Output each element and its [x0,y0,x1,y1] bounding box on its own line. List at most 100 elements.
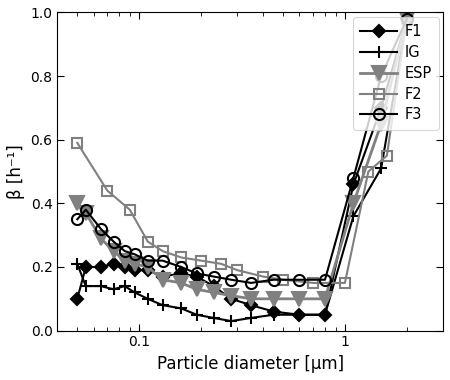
F3 [404,16,410,21]
F3 [248,280,254,285]
F1 [229,296,234,301]
F1 [194,274,199,279]
ESP [351,201,356,206]
IG [351,214,356,218]
F2 [160,249,165,253]
ESP [404,16,410,21]
IG [98,284,104,288]
F2 [366,169,371,174]
F1 [122,265,127,269]
IG [271,312,276,317]
IG [404,16,410,21]
Line: F2: F2 [72,14,412,288]
F2 [310,280,316,285]
ESP [211,290,216,295]
F3 [297,277,302,282]
F3 [132,252,137,257]
F2 [261,274,266,279]
F1 [160,274,165,279]
Line: IG: IG [72,13,412,327]
IG [111,287,116,291]
IG [322,312,328,317]
F2 [280,277,286,282]
IG [194,312,199,317]
Line: F3: F3 [72,13,412,288]
IG [132,290,137,295]
F1 [378,106,384,110]
IG [297,312,302,317]
F2 [179,255,184,260]
ESP [75,201,80,206]
F3 [75,217,80,222]
ESP [271,296,276,301]
F2 [218,261,224,266]
F1 [83,265,89,269]
F2 [105,188,110,193]
F2 [127,207,132,212]
F3 [322,277,328,282]
ESP [98,236,104,241]
X-axis label: Particle diameter [μm]: Particle diameter [μm] [157,355,344,373]
IG [122,284,127,288]
ESP [378,122,384,126]
Line: ESP: ESP [70,12,414,306]
ESP [179,280,184,285]
F1 [145,268,150,272]
ESP [322,296,328,301]
F1 [111,261,116,266]
ESP [297,296,302,301]
F3 [111,239,116,244]
F1 [404,16,410,21]
F1 [322,312,328,317]
F3 [351,176,356,180]
F3 [229,277,234,282]
ESP [229,293,234,298]
F1 [75,296,80,301]
F1 [98,265,104,269]
F3 [160,258,165,263]
ESP [83,211,89,215]
F2 [234,268,240,272]
F2 [145,239,150,244]
F3 [211,274,216,279]
Line: F1: F1 [73,15,411,319]
F3 [145,258,150,263]
F3 [194,271,199,276]
IG [145,296,150,301]
ESP [111,249,116,253]
ESP [160,277,165,282]
IG [160,303,165,307]
F3 [378,74,384,78]
ESP [194,287,199,291]
IG [83,284,89,288]
ESP [132,261,137,266]
IG [248,316,254,320]
F1 [132,268,137,272]
F3 [98,226,104,231]
IG [378,166,384,171]
F1 [297,312,302,317]
F2 [342,280,347,285]
F3 [122,249,127,253]
F2 [198,258,204,263]
F1 [179,271,184,276]
IG [75,261,80,266]
IG [229,319,234,323]
ESP [122,258,127,263]
F2 [75,141,80,145]
IG [179,306,184,310]
F3 [271,277,276,282]
Y-axis label: β [h⁻¹]: β [h⁻¹] [7,144,25,199]
F1 [351,182,356,187]
F1 [248,303,254,307]
F1 [211,284,216,288]
ESP [145,265,150,269]
F3 [83,207,89,212]
F2 [384,154,390,158]
IG [211,316,216,320]
F1 [271,309,276,314]
ESP [248,296,254,301]
Legend: F1, IG, ESP, F2, F3: F1, IG, ESP, F2, F3 [353,17,439,130]
F2 [404,16,410,21]
F3 [179,265,184,269]
